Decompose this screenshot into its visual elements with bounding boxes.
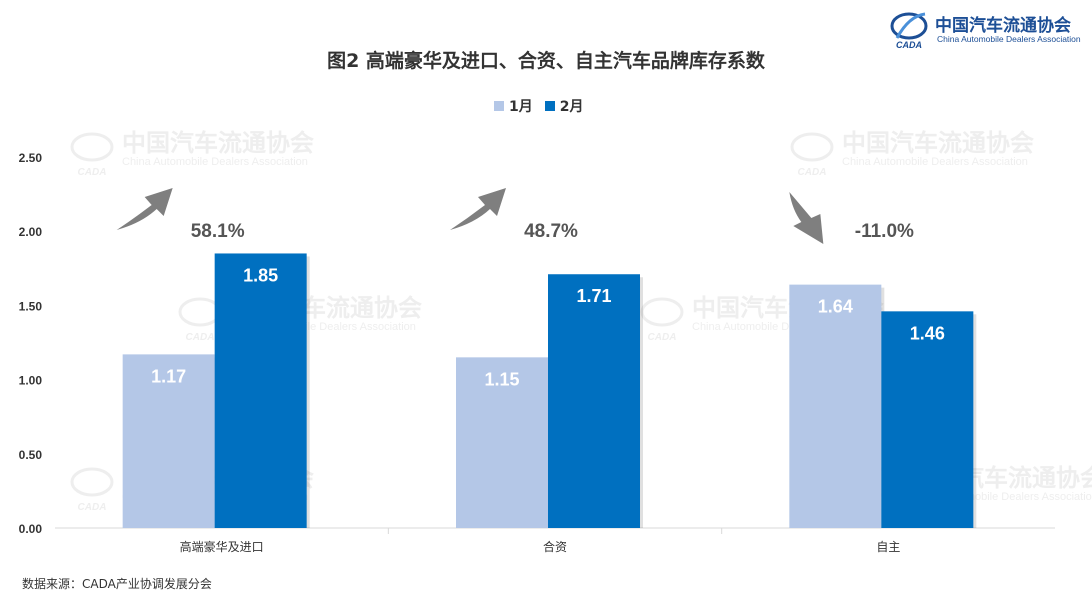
bar-value-label: 1.15 bbox=[484, 369, 519, 389]
watermark-mark: CADA bbox=[186, 332, 215, 343]
cada-logo-icon: CADA bbox=[890, 12, 928, 50]
y-tick-label: 1.50 bbox=[19, 299, 43, 313]
y-tick-label: 0.00 bbox=[19, 522, 43, 536]
legend-swatch-jan bbox=[494, 101, 504, 111]
change-percent-label: -11.0% bbox=[855, 221, 914, 242]
bars: 1.17 1.85 1.15 1.71 1.64 1.46 bbox=[122, 253, 977, 528]
change-indicators: 58.1% 48.7% -11.0% bbox=[116, 188, 914, 244]
legend: 1月 2月 bbox=[494, 96, 596, 116]
legend-label-jan: 1月 bbox=[509, 99, 533, 115]
legend-item-feb: 2月 bbox=[544, 96, 584, 116]
y-tick-label: 2.50 bbox=[19, 151, 43, 165]
watermark-mark: CADA bbox=[798, 167, 827, 178]
bar-value-label: 1.46 bbox=[910, 323, 945, 343]
watermark-mark: CADA bbox=[78, 502, 107, 513]
legend-item-jan: 1月 bbox=[494, 96, 533, 116]
watermark-logo-icon bbox=[178, 297, 222, 327]
change-arrow-down-icon bbox=[789, 192, 824, 244]
watermark-logo-icon bbox=[70, 132, 114, 162]
bar-feb bbox=[214, 253, 307, 528]
x-category-label: 自主 bbox=[876, 540, 900, 554]
logo-en-text: China Automobile Dealers Association bbox=[937, 34, 1081, 44]
watermark-logo-icon bbox=[640, 297, 684, 327]
watermark-en: China Automobile Dealers Association bbox=[122, 156, 308, 168]
watermark-en: China Automobile Dealers Association bbox=[842, 156, 1028, 168]
header-logo: CADA 中国汽车流通协会 China Automobile Dealers A… bbox=[887, 8, 1082, 52]
change-arrow-up-icon bbox=[116, 188, 173, 230]
y-tick-label: 2.00 bbox=[19, 225, 43, 239]
legend-swatch-feb bbox=[544, 101, 555, 111]
change-percent-label: 48.7% bbox=[524, 221, 578, 242]
y-tick-label: 1.00 bbox=[19, 374, 43, 388]
watermark-logo-icon bbox=[790, 132, 834, 162]
watermark-mark: CADA bbox=[78, 167, 107, 178]
watermark-mark: CADA bbox=[648, 332, 677, 343]
x-category-label: 合资 bbox=[543, 539, 567, 554]
y-tick-label: 0.50 bbox=[19, 448, 43, 462]
bar-jan bbox=[456, 357, 548, 528]
bar-jan bbox=[789, 284, 882, 528]
logo-cn-text: 中国汽车流通协会 bbox=[935, 16, 1071, 36]
watermark-cn: 中国汽车流通协会 bbox=[842, 128, 1034, 157]
chart-title: 图2 高端豪华及进口、合资、自主汽车品牌库存系数 bbox=[327, 50, 765, 72]
legend-label-feb: 2月 bbox=[559, 99, 584, 115]
bar-value-label: 1.17 bbox=[151, 366, 186, 386]
x-category-label: 高端豪华及进口 bbox=[180, 539, 264, 554]
bar-feb bbox=[548, 274, 640, 528]
bar-value-label: 1.71 bbox=[576, 286, 611, 306]
change-percent-label: 58.1% bbox=[191, 221, 245, 242]
bar-feb bbox=[881, 311, 974, 528]
watermark-logo-icon bbox=[70, 467, 114, 497]
bar-value-label: 1.85 bbox=[243, 265, 278, 285]
bar-jan bbox=[122, 354, 215, 528]
source-note: 数据来源：CADA产业协调发展分会 bbox=[22, 577, 212, 591]
change-arrow-up-icon bbox=[450, 188, 506, 230]
logo-mark-text: CADA bbox=[896, 40, 922, 50]
watermark-cn: 中国汽车流通协会 bbox=[122, 128, 314, 157]
bar-value-label: 1.64 bbox=[818, 297, 853, 317]
